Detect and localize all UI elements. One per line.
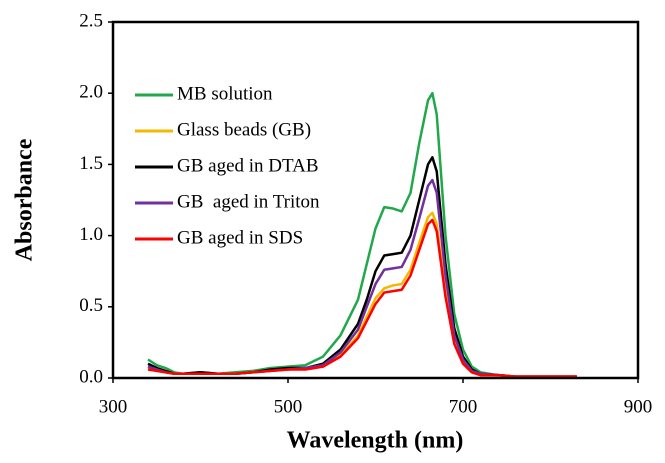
x-axis-title: Wavelength (nm)	[287, 428, 464, 454]
legend-label: MB solution	[177, 83, 273, 104]
x-tick-label: 900	[624, 396, 653, 417]
data-line	[147, 156, 577, 378]
plot-frame	[111, 20, 640, 380]
y-tick-label: 2.0	[79, 82, 103, 103]
y-tick-label: 1.5	[79, 153, 103, 174]
y-tick-label: 0.5	[79, 295, 103, 316]
y-tick-label: 1.0	[79, 224, 103, 245]
y-tick-label: 2.5	[79, 10, 103, 31]
data-line	[147, 218, 577, 378]
x-tick-label: 500	[274, 396, 303, 417]
legend-label: Glass beads (GB)	[177, 119, 311, 140]
x-tick-label: 700	[449, 396, 478, 417]
legend-label: GB aged in Triton	[177, 191, 320, 212]
legend-label: GB aged in DTAB	[177, 155, 319, 176]
y-tick-label: 0.0	[79, 366, 103, 387]
y-axis-title: Absorbance	[12, 138, 38, 261]
x-tick-label: 300	[99, 396, 128, 417]
legend-label: GB aged in SDS	[177, 227, 303, 248]
